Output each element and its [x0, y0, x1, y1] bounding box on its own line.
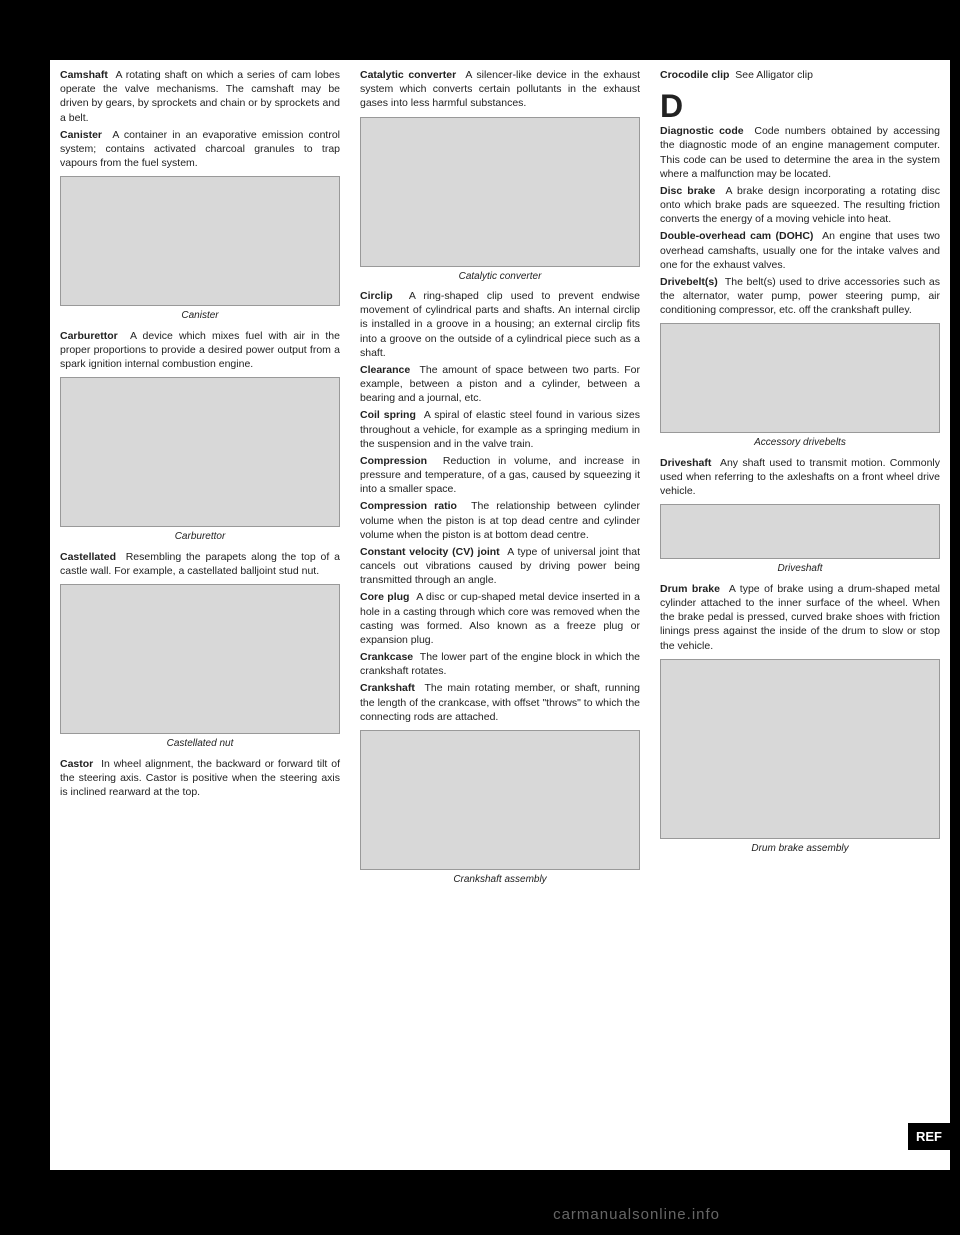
watermark: carmanualsonline.info: [553, 1206, 720, 1223]
term: Crocodile clip: [660, 69, 729, 81]
term: Camshaft: [60, 69, 108, 81]
definition: A ring-shaped clip used to prevent endwi…: [360, 290, 640, 359]
figure-caption: Drum brake assembly: [660, 842, 940, 856]
figure-image: [660, 323, 940, 433]
term: Crankcase: [360, 651, 413, 663]
entry: Castellated Resembling the parapets alon…: [60, 550, 340, 578]
term: Clearance: [360, 364, 410, 376]
figure-catalytic-converter: Catalytic converter: [360, 117, 640, 284]
figure-image: [60, 584, 340, 734]
definition: A container in an evaporative emission c…: [60, 129, 340, 169]
figure-caption: Castellated nut: [60, 737, 340, 751]
column-3: Crocodile clip See Alligator clip D Diag…: [650, 60, 950, 1170]
entry: Drum brake A type of brake using a drum-…: [660, 582, 940, 653]
term: Crankshaft: [360, 682, 415, 694]
entry: Catalytic converter A silencer-like devi…: [360, 68, 640, 111]
entry: Compression Reduction in volume, and inc…: [360, 454, 640, 497]
column-1: Camshaft A rotating shaft on which a ser…: [50, 60, 350, 1170]
figure-image: [360, 730, 640, 870]
entry: Crankshaft The main rotating member, or …: [360, 681, 640, 724]
entry: Core plug A disc or cup-shaped metal dev…: [360, 590, 640, 647]
entry: Drivebelt(s) The belt(s) used to drive a…: [660, 275, 940, 318]
entry: Coil spring A spiral of elastic steel fo…: [360, 408, 640, 451]
entry: Camshaft A rotating shaft on which a ser…: [60, 68, 340, 125]
section-letter-d: D: [660, 90, 940, 122]
page-content: Camshaft A rotating shaft on which a ser…: [50, 60, 950, 1170]
column-2: Catalytic converter A silencer-like devi…: [350, 60, 650, 1170]
entry: Castor In wheel alignment, the backward …: [60, 757, 340, 800]
figure-canister: Canister: [60, 176, 340, 323]
entry: Disc brake A brake design incorporating …: [660, 184, 940, 227]
figure-caption: Carburettor: [60, 530, 340, 544]
term: Circlip: [360, 290, 393, 302]
figure-drivebelts: Accessory drivebelts: [660, 323, 940, 450]
entry: Compression ratio The relationship betwe…: [360, 499, 640, 542]
figure-caption: Driveshaft: [660, 562, 940, 576]
term: Carburettor: [60, 330, 118, 342]
term: Disc brake: [660, 185, 715, 197]
entry: Constant velocity (CV) joint A type of u…: [360, 545, 640, 588]
figure-image: [60, 377, 340, 527]
figure-image: [60, 176, 340, 306]
entry: Crankcase The lower part of the engine b…: [360, 650, 640, 678]
definition: See Alligator clip: [735, 69, 813, 81]
figure-carburettor: Carburettor: [60, 377, 340, 544]
term: Castor: [60, 758, 93, 770]
figure-image: [660, 659, 940, 839]
ref-tab: REF: [908, 1123, 950, 1150]
term: Constant velocity (CV) joint: [360, 546, 500, 558]
entry: Clearance The amount of space between tw…: [360, 363, 640, 406]
figure-caption: Canister: [60, 309, 340, 323]
entry: Driveshaft Any shaft used to transmit mo…: [660, 456, 940, 499]
term: Compression: [360, 455, 427, 467]
figure-caption: Crankshaft assembly: [360, 873, 640, 887]
term: Canister: [60, 129, 102, 141]
term: Drum brake: [660, 583, 720, 595]
figure-drum-brake: Drum brake assembly: [660, 659, 940, 856]
figure-driveshaft: Driveshaft: [660, 504, 940, 576]
figure-image: [360, 117, 640, 267]
figure-caption: Catalytic converter: [360, 270, 640, 284]
term: Drivebelt(s): [660, 276, 718, 288]
figure-castellated-nut: Castellated nut: [60, 584, 340, 751]
term: Catalytic converter: [360, 69, 456, 81]
entry: Diagnostic code Code numbers obtained by…: [660, 124, 940, 181]
entry: Circlip A ring-shaped clip used to preve…: [360, 289, 640, 360]
term: Compression ratio: [360, 500, 457, 512]
term: Diagnostic code: [660, 125, 744, 137]
term: Driveshaft: [660, 457, 711, 469]
term: Core plug: [360, 591, 409, 603]
entry: Carburettor A device which mixes fuel wi…: [60, 329, 340, 372]
entry: Double-overhead cam (DOHC) An engine tha…: [660, 229, 940, 272]
figure-caption: Accessory drivebelts: [660, 436, 940, 450]
definition: In wheel alignment, the backward or forw…: [60, 758, 340, 798]
term: Coil spring: [360, 409, 416, 421]
figure-crankshaft: Crankshaft assembly: [360, 730, 640, 887]
figure-image: [660, 504, 940, 559]
term: Double-overhead cam (DOHC): [660, 230, 813, 242]
entry: Canister A container in an evaporative e…: [60, 128, 340, 171]
term: Castellated: [60, 551, 116, 563]
entry: Crocodile clip See Alligator clip: [660, 68, 940, 82]
